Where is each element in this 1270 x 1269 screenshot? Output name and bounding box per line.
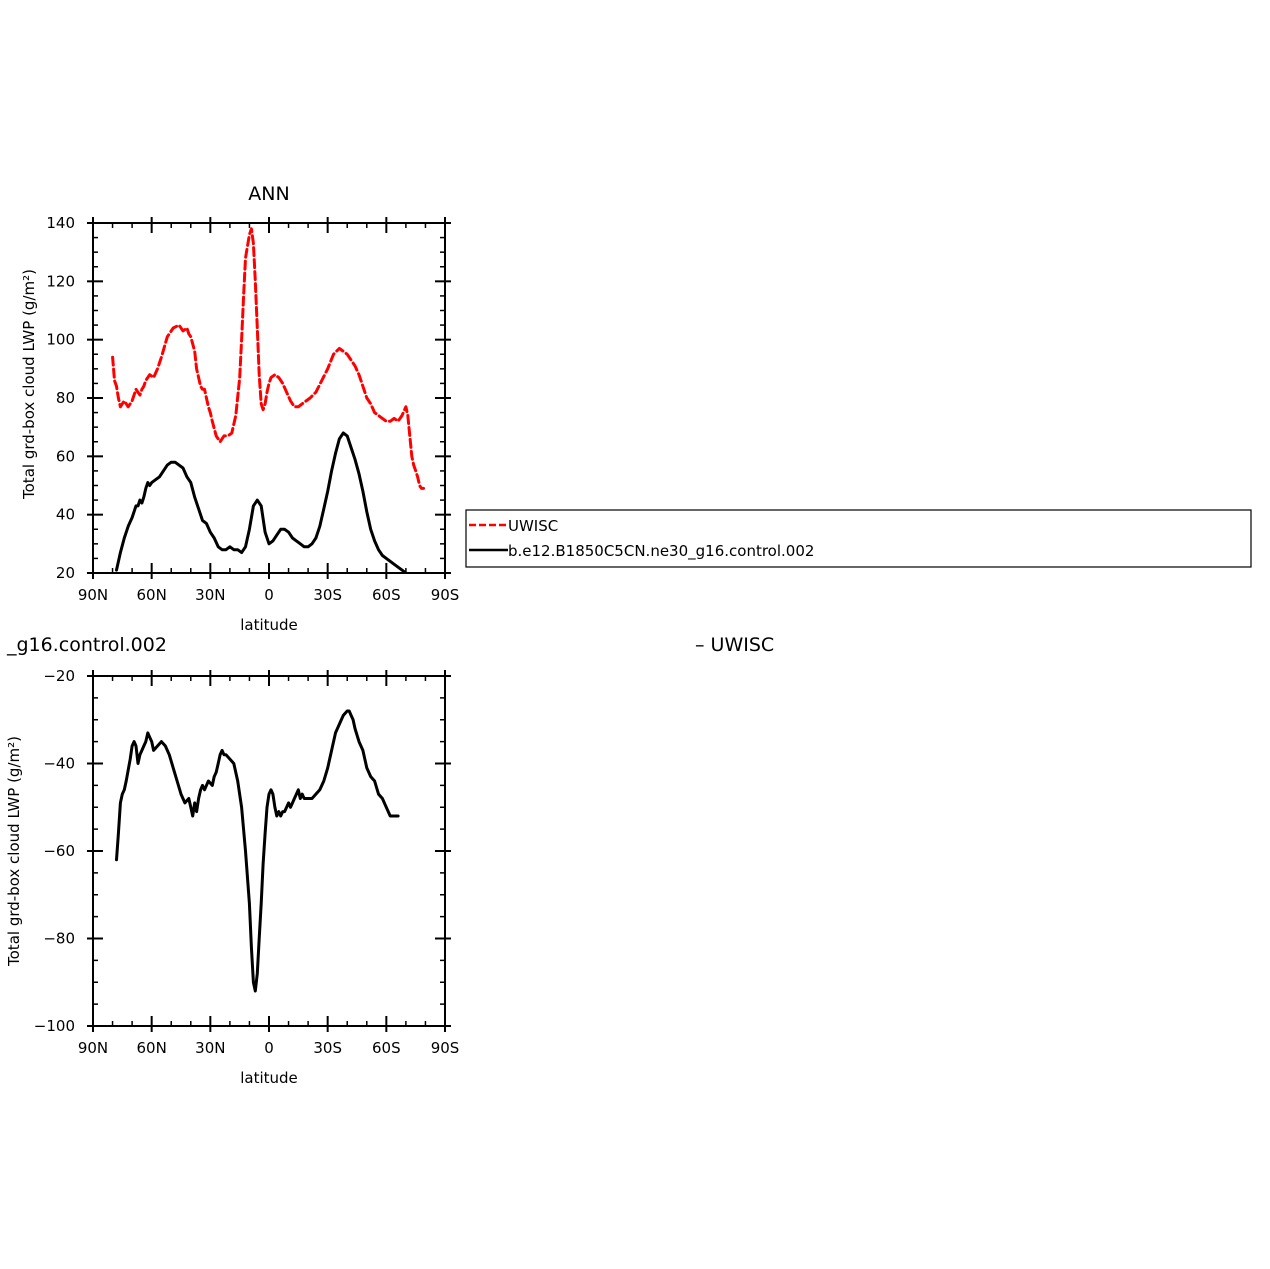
top-x-tick-label: 0 <box>264 586 274 604</box>
top-x-tick-label: 60N <box>137 586 167 604</box>
top-panel: ANN 90N 60N 30N 0 30S 60S 90S 20 40 60 80 100 120 140… <box>20 183 459 634</box>
bottom-y-tick-label: −80 <box>43 930 75 948</box>
bottom-ticks-layer: 90N 60N 30N 0 30S 60S 90S −100 −80 −60 −40 −20 <box>34 667 460 1057</box>
bottom-series-line-0 <box>115 709 400 993</box>
bottom-x-tick-label: 90N <box>78 1039 108 1057</box>
bottom-x-tick-label: 60N <box>137 1039 167 1057</box>
legend-label-control: b.e12.B1850C5CN.ne30_g16.control.002 <box>508 542 814 561</box>
top-ticks-layer: 90N 60N 30N 0 30S 60S 90S 20 40 60 80 100 120 140 <box>46 214 459 604</box>
bottom-y-axis-label: Total grd-box cloud LWP (g/m²) <box>5 736 23 967</box>
bottom-y-tick-label: −20 <box>43 667 75 685</box>
top-y-tick-label: 100 <box>46 331 75 349</box>
top-series-line-1 <box>115 431 408 573</box>
bottom-y-tick-label: −60 <box>43 842 75 860</box>
top-y-tick-label: 60 <box>56 447 75 465</box>
bottom-series-layer <box>115 709 400 993</box>
top-y-tick-label: 120 <box>46 272 75 290</box>
bottom-x-tick-label: 0 <box>264 1039 274 1057</box>
bottom-plot-right-label: – UWISC <box>695 634 774 656</box>
top-y-axis-label: Total grd-box cloud LWP (g/m²) <box>20 269 38 500</box>
bottom-plot-frame <box>92 675 446 1027</box>
top-y-tick-label: 80 <box>56 389 75 407</box>
bottom-x-tick-label: 30N <box>195 1039 225 1057</box>
top-x-tick-label: 30S <box>313 586 342 604</box>
top-x-axis-label: latitude <box>240 616 298 634</box>
top-series-line-0 <box>111 227 425 490</box>
legend-label-uwisc: UWISC <box>508 517 558 535</box>
bottom-panel: _g16.control.002 – UWISC 90N 60N 30N 0 30S 60… <box>5 634 774 1087</box>
top-y-tick-label: 140 <box>46 214 75 232</box>
bottom-x-tick-label: 60S <box>372 1039 401 1057</box>
top-x-tick-label: 90S <box>431 586 460 604</box>
bottom-y-tick-label: −40 <box>43 755 75 773</box>
bottom-x-tick-label: 90S <box>431 1039 460 1057</box>
top-plot-frame <box>92 222 446 574</box>
top-series-layer <box>111 227 425 573</box>
bottom-x-tick-label: 30S <box>313 1039 342 1057</box>
top-x-tick-label: 60S <box>372 586 401 604</box>
top-plot-title: ANN <box>248 183 289 205</box>
top-x-tick-label: 30N <box>195 586 225 604</box>
bottom-y-tick-label: −100 <box>34 1017 75 1035</box>
top-y-tick-label: 20 <box>56 564 75 582</box>
bottom-x-axis-label: latitude <box>240 1069 298 1087</box>
legend-frame <box>465 509 1252 568</box>
bottom-plot-title: _g16.control.002 <box>6 634 167 656</box>
legend-box: UWISC b.e12.B1850C5CN.ne30_g16.control.0… <box>465 509 1252 568</box>
top-y-tick-label: 40 <box>56 506 75 524</box>
top-x-tick-label: 90N <box>78 586 108 604</box>
